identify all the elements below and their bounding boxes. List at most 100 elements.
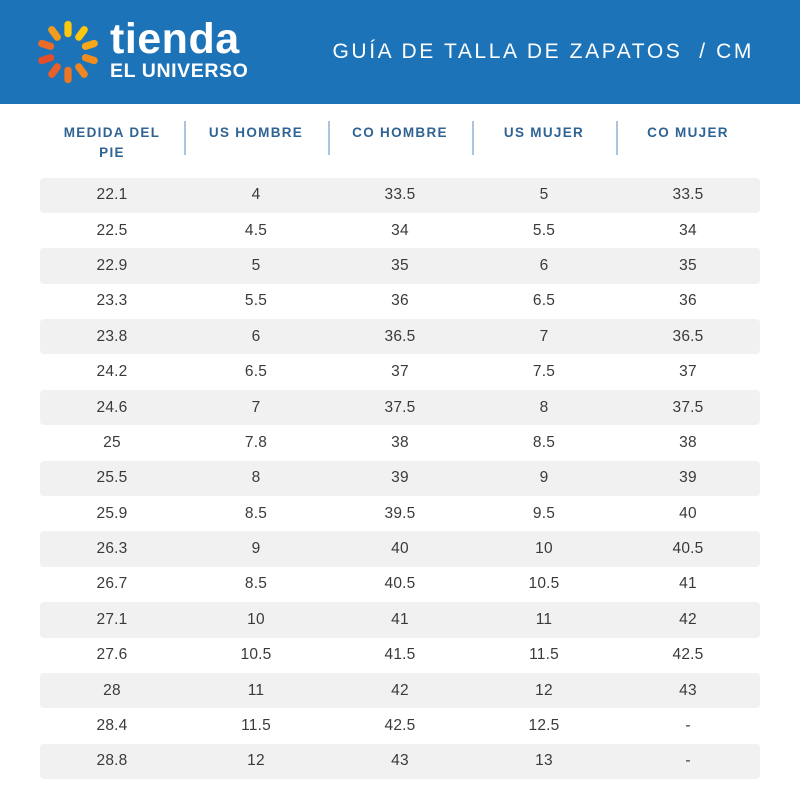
table-row: 28 11 42 12 43 (40, 672, 760, 709)
table-row: 25.9 8.5 39.5 9.5 40 (40, 496, 760, 531)
table-row: 22.1 4 33.5 5 33.5 (40, 177, 760, 213)
table-row: 26.3 9 40 10 40.5 (40, 531, 760, 567)
table-cell: 26.3 (96, 540, 128, 558)
table-row: 28.8 12 43 13 - (40, 743, 760, 780)
page-title: GUÍA DE TALLA DE ZAPATOS / CM (332, 40, 754, 63)
table-cell: - (685, 752, 691, 770)
table-cell: 22.5 (96, 221, 128, 239)
table-cell: 6 (539, 256, 549, 274)
table-cell: 5 (539, 186, 549, 204)
table-cell: 38 (679, 433, 697, 451)
brand-logo: tienda EL UNIVERSO (34, 16, 248, 88)
table-cell: 24.6 (96, 398, 128, 416)
table-header-row: MEDIDA DEL PIE US HOMBRE CO HOMBRE US MUJER… (0, 118, 800, 169)
table-row: 23.3 5.5 36 6.5 36 (40, 284, 760, 319)
table-cell: 33.5 (672, 186, 704, 204)
table-cell: 39.5 (384, 504, 416, 522)
table-cell: 8.5 (532, 433, 556, 451)
table-cell: 11.5 (529, 646, 559, 664)
table-row: 24.2 6.5 37 7.5 37 (40, 354, 760, 389)
table-cell: 41 (391, 610, 409, 628)
table-cell: 7 (251, 398, 261, 416)
table-cell: 6 (251, 327, 261, 345)
table-cell: 36 (391, 292, 409, 310)
column-header-us-mujer: US MUJER (472, 118, 616, 169)
table-row: 22.9 5 35 6 35 (40, 248, 760, 284)
table-cell: 9.5 (532, 504, 556, 522)
sunburst-logo-icon (38, 20, 98, 84)
table-cell: 36 (679, 292, 697, 310)
column-header-medida-del-pie: MEDIDA DEL PIE (63, 125, 161, 161)
brand-subname: EL UNIVERSO (110, 60, 249, 83)
table-cell: 38 (391, 433, 409, 451)
table-cell: 36.5 (384, 327, 416, 345)
brand-wordmark: tienda EL UNIVERSO (110, 14, 249, 84)
table-cell: - (685, 717, 691, 735)
table-cell: 9 (539, 469, 549, 487)
table-row: 28.4 11.5 42.5 12.5 - (40, 708, 760, 743)
table-cell: 12 (247, 752, 265, 770)
table-cell: 35 (391, 256, 409, 274)
table-cell: 26.7 (96, 575, 128, 593)
table-cell: 7.8 (244, 433, 268, 451)
header-bar: tienda EL UNIVERSO GUÍA DE TALLA DE ZAPA… (0, 0, 800, 104)
table-cell: 42.5 (672, 646, 704, 664)
table-cell: 8 (251, 469, 261, 487)
table-cell: 8.5 (244, 575, 268, 593)
table-cell: 22.1 (96, 186, 128, 204)
table-cell: 43 (391, 752, 409, 770)
table-cell: 6.5 (532, 292, 556, 310)
table-cell: 9 (251, 540, 261, 558)
table-cell: 5 (251, 256, 261, 274)
table-cell: 25.9 (96, 504, 128, 522)
brand-name: tienda (110, 14, 240, 63)
table-cell: 42 (679, 610, 697, 628)
column-header-co-hombre: CO HOMBRE (328, 118, 472, 169)
table-cell: 28.4 (96, 717, 128, 735)
table-cell: 39 (679, 469, 697, 487)
table-cell: 33.5 (384, 186, 416, 204)
table-cell: 13 (535, 752, 553, 770)
table-cell: 27.6 (96, 646, 128, 664)
table-cell: 12.5 (528, 717, 560, 735)
table-row: 23.8 6 36.5 7 36.5 (40, 319, 760, 355)
table-cell: 11 (247, 681, 265, 699)
table-cell: 37 (391, 363, 409, 381)
table-cell: 42.5 (384, 717, 416, 735)
table-cell: 36.5 (672, 327, 704, 345)
table-cell: 23.8 (96, 327, 128, 345)
table-cell: 10 (247, 610, 265, 628)
table-cell: 6.5 (244, 363, 268, 381)
table-row: 22.5 4.5 34 5.5 34 (40, 213, 760, 248)
table-cell: 8.5 (244, 504, 268, 522)
table-row: 27.1 10 41 11 42 (40, 602, 760, 638)
table-row: 24.6 7 37.5 8 37.5 (40, 389, 760, 426)
table-cell: 7.5 (532, 363, 556, 381)
table-cell: 5.5 (244, 292, 268, 310)
table-cell: 40 (679, 504, 697, 522)
table-cell: 28 (103, 681, 121, 699)
table-cell: 24.2 (96, 363, 128, 381)
table-cell: 11 (535, 610, 553, 628)
table-cell: 41 (679, 575, 697, 593)
table-row: 25 7.8 38 8.5 38 (40, 425, 760, 460)
table-cell: 39 (391, 469, 409, 487)
table-cell: 25 (103, 433, 121, 451)
table-cell: 27.1 (96, 610, 128, 628)
table-cell: 37.5 (384, 398, 416, 416)
table-cell: 7 (539, 327, 549, 345)
table-cell: 4 (251, 186, 261, 204)
table-row: 26.7 8.5 40.5 10.5 41 (40, 567, 760, 602)
table-cell: 41.5 (384, 646, 416, 664)
table-cell: 25.5 (96, 469, 128, 487)
table-cell: 42 (391, 681, 409, 699)
table-row: 25.5 8 39 9 39 (40, 460, 760, 497)
table-cell: 22.9 (96, 256, 128, 274)
table-cell: 40.5 (672, 540, 704, 558)
table-cell: 43 (679, 681, 697, 699)
table-cell: 40 (391, 540, 409, 558)
table-cell: 28.8 (96, 752, 128, 770)
column-header-co-mujer: CO MUJER (616, 118, 760, 169)
table-cell: 37.5 (672, 398, 704, 416)
